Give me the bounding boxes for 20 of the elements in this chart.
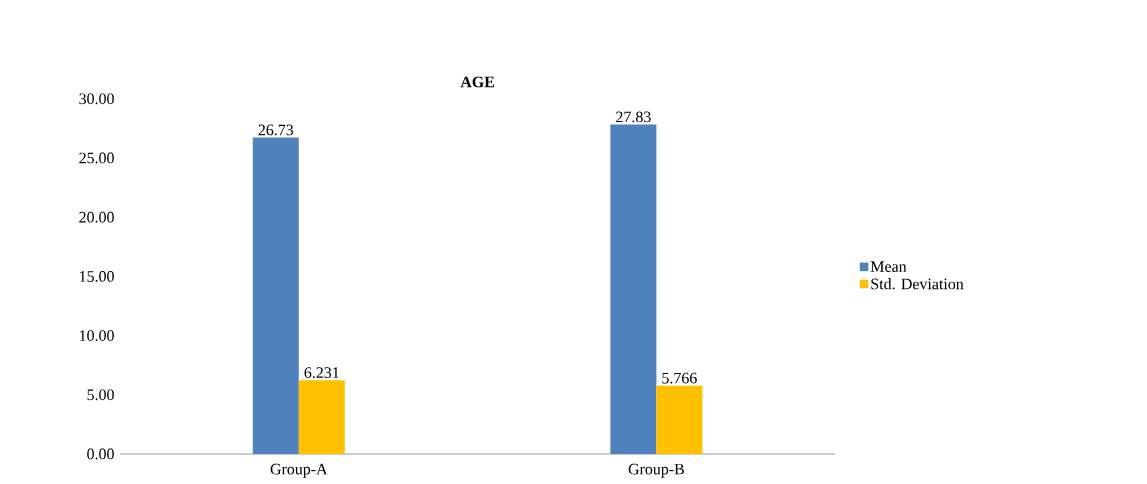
bar — [610, 124, 657, 454]
y-tick-label: 10.00 — [80, 330, 114, 342]
bar — [656, 385, 703, 454]
bar — [252, 137, 299, 454]
y-tick-label: 15.00 — [80, 271, 114, 282]
legend-label: Mean — [870, 261, 907, 272]
data-label: 27.83 — [616, 111, 651, 123]
y-tick-label: 5.00 — [87, 389, 114, 401]
data-label: 26.73 — [258, 124, 294, 136]
y-tick-label: 0.00 — [87, 448, 114, 460]
legend-label: Std. Deviation — [871, 278, 964, 290]
chart-title: AGE — [460, 76, 495, 88]
data-label: 6.231 — [304, 367, 339, 379]
bar — [298, 380, 345, 454]
data-label: 5.766 — [662, 372, 697, 384]
x-tick-label: Group-B — [628, 463, 684, 478]
y-tick-label: 30.00 — [79, 93, 114, 105]
y-tick-label: 20.00 — [79, 211, 114, 223]
y-tick-label: 25.00 — [79, 152, 114, 164]
x-tick-label: Group-A — [270, 463, 328, 478]
